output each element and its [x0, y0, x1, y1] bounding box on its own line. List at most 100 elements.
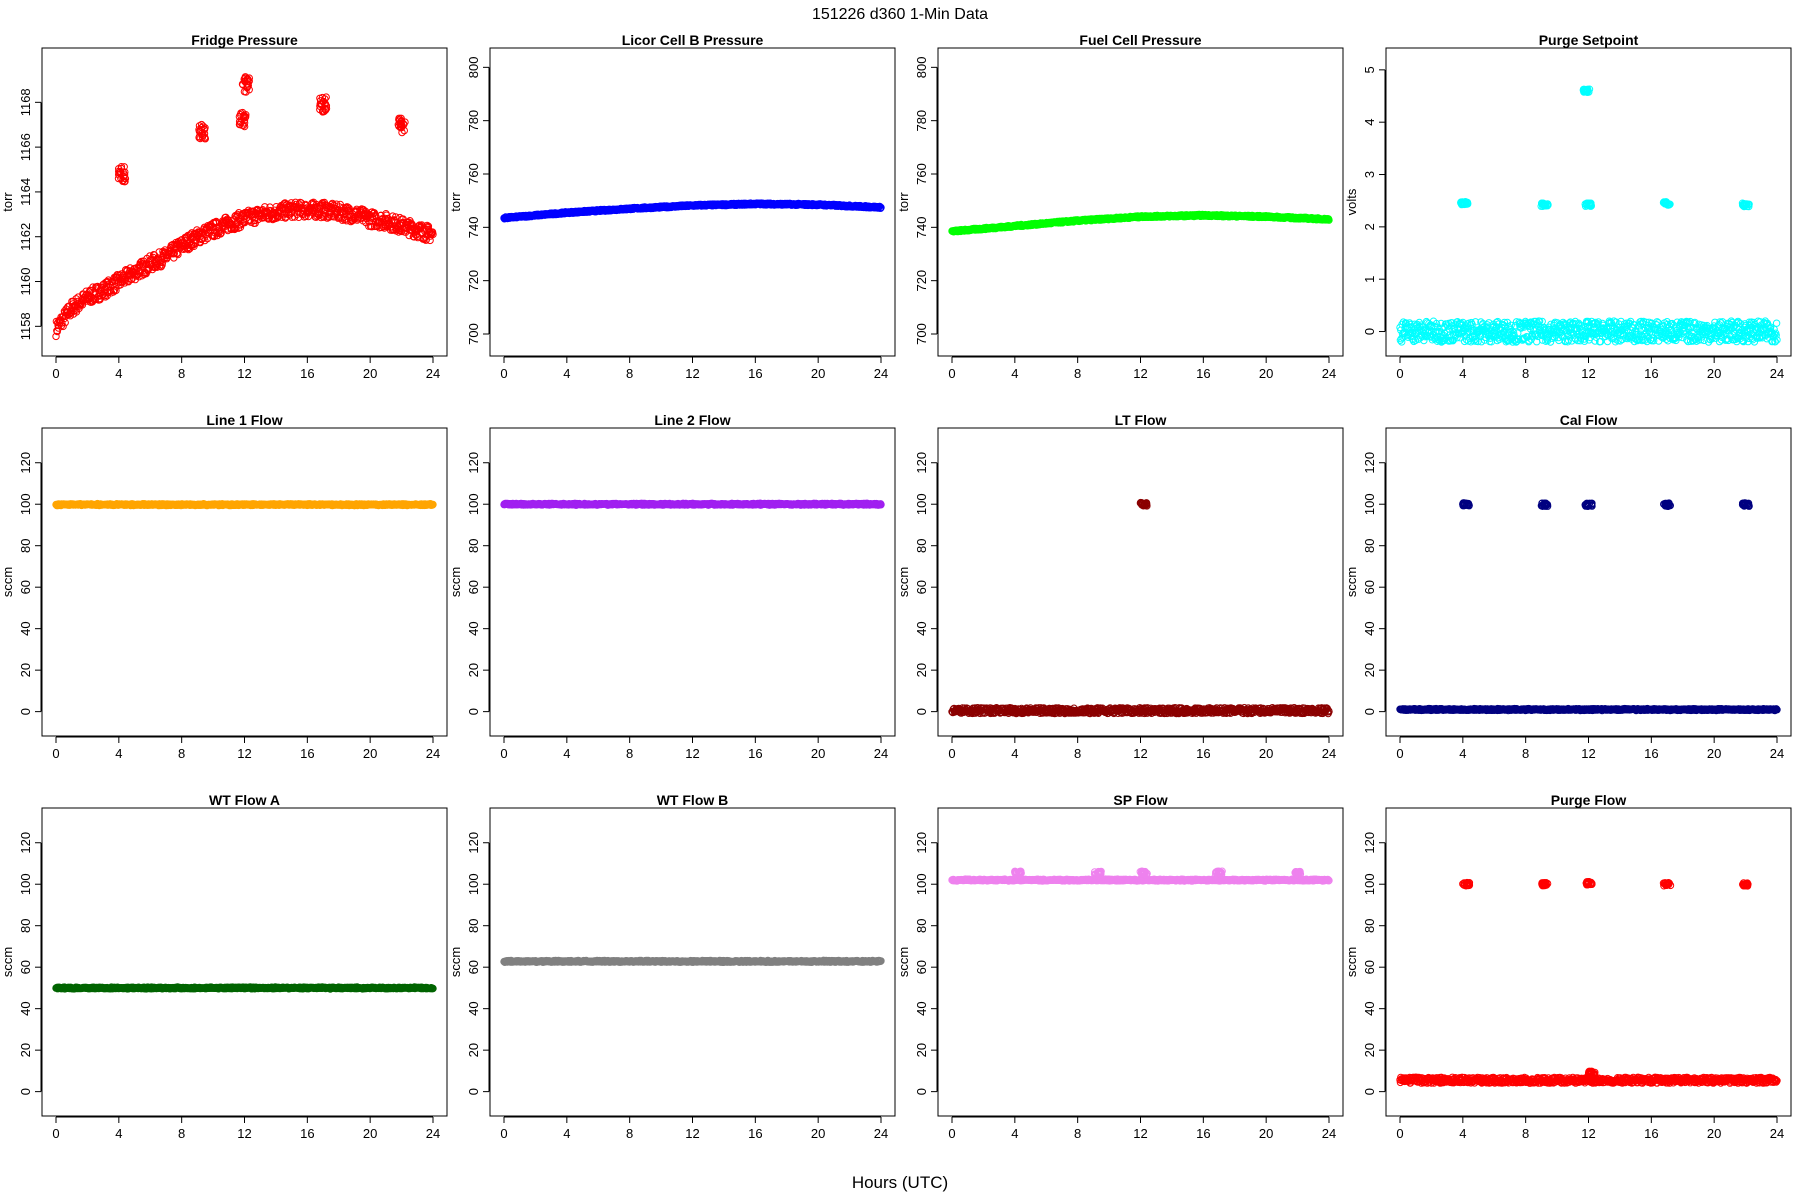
x-tick-label: 4	[115, 746, 122, 761]
data-points	[1396, 85, 1781, 346]
y-tick-label: 5	[1362, 66, 1377, 73]
figure-title: 151226 d360 1-Min Data	[812, 6, 988, 23]
y-tick-label: 720	[466, 270, 481, 292]
y-tick-label: 60	[18, 580, 33, 594]
y-tick-label: 0	[18, 708, 33, 715]
x-tick-label: 12	[685, 746, 699, 761]
y-tick-label: 700	[914, 323, 929, 345]
x-tick-label: 0	[500, 366, 507, 381]
data-point	[344, 203, 352, 212]
x-tick-label: 12	[1133, 366, 1147, 381]
x-tick-label: 8	[178, 746, 185, 761]
data-point	[389, 212, 397, 220]
x-axis: 0 4 8 12 16 20 24	[500, 356, 888, 381]
data-point	[59, 322, 67, 331]
x-tick-label: 0	[500, 746, 507, 761]
data-points	[500, 199, 885, 223]
x-tick-label: 8	[626, 746, 633, 761]
x-tick-label: 0	[52, 366, 59, 381]
panel-title: Line 1 Flow	[206, 412, 282, 428]
x-tick-label: 24	[1770, 366, 1784, 381]
x-tick-label: 16	[300, 746, 314, 761]
data-point	[52, 332, 60, 341]
panel-title: Purge Setpoint	[1539, 32, 1639, 48]
x-tick-label: 8	[1522, 366, 1529, 381]
y-tick-label: 800	[466, 56, 481, 78]
x-tick-label: 4	[115, 366, 122, 381]
data-points	[948, 210, 1333, 236]
y-tick-label: 740	[466, 216, 481, 238]
y-tick-label: 40	[18, 621, 33, 635]
y-tick-label: 780	[914, 110, 929, 132]
x-axis: 0 4 8 12 16 20 24	[948, 356, 1336, 381]
data-point	[297, 199, 305, 207]
x-axis: 0 4 8 12 16 20 24	[1396, 356, 1784, 381]
x-tick-label: 24	[426, 366, 440, 381]
y-tick-label: 20	[18, 663, 33, 677]
data-point	[381, 214, 389, 223]
x-tick-label: 16	[1644, 366, 1658, 381]
panel-title: Line 2 Flow	[654, 412, 730, 428]
data-point	[110, 286, 118, 295]
panel-title: Fridge Pressure	[191, 32, 298, 48]
y-tick-label: 20	[466, 663, 481, 677]
data-point	[368, 223, 376, 231]
data-point	[1772, 319, 1781, 327]
x-tick-label: 0	[1396, 366, 1403, 381]
x-tick-label: 8	[1074, 366, 1081, 381]
y-tick-label: 3	[1362, 171, 1377, 178]
plot-frame	[937, 47, 1344, 357]
y-tick-label: 80	[466, 538, 481, 552]
y-axis-label: sccm	[448, 567, 463, 597]
y-tick-label: 1162	[18, 223, 33, 251]
x-tick-label: 12	[237, 746, 251, 761]
y-tick-label: 60	[466, 580, 481, 594]
x-tick-label: 0	[948, 366, 955, 381]
data-point	[158, 258, 167, 267]
data-point	[196, 238, 205, 247]
y-tick-label: 1	[1362, 276, 1377, 283]
x-tick-label: 16	[748, 746, 762, 761]
x-tick-label: 4	[563, 746, 570, 761]
plot-frame	[489, 427, 896, 737]
y-tick-label: 700	[466, 323, 481, 345]
data-point	[174, 250, 182, 259]
y-tick-label: 0	[1362, 328, 1377, 335]
data-point	[101, 293, 110, 301]
y-tick-label: 80	[18, 538, 33, 552]
data-point	[78, 301, 87, 309]
x-tick-label: 20	[811, 746, 825, 761]
x-axis: 0 4 8 12 16 20 24	[52, 736, 440, 761]
x-tick-label: 24	[426, 746, 440, 761]
y-tick-label: 100	[18, 493, 33, 515]
data-point	[65, 310, 73, 319]
y-tick-label: 1166	[18, 133, 33, 161]
x-tick-label: 20	[1259, 366, 1273, 381]
data-point	[191, 239, 200, 248]
x-tick-label: 20	[363, 746, 377, 761]
x-tick-label: 4	[1459, 366, 1466, 381]
y-tick-label: 0	[466, 708, 481, 715]
x-tick-label: 4	[563, 366, 570, 381]
x-tick-label: 20	[1707, 366, 1721, 381]
y-tick-label: 2	[1362, 223, 1377, 230]
y-axis-label: torr	[448, 192, 463, 212]
data-point	[82, 287, 90, 295]
data-points	[52, 499, 437, 510]
y-tick-label: 740	[914, 216, 929, 238]
plot-frame	[41, 427, 448, 737]
y-tick-label: 1158	[18, 312, 33, 340]
y-tick-label: 120	[466, 452, 481, 474]
y-tick-label: 40	[466, 621, 481, 635]
x-tick-label: 20	[363, 366, 377, 381]
x-tick-label: 24	[874, 366, 888, 381]
